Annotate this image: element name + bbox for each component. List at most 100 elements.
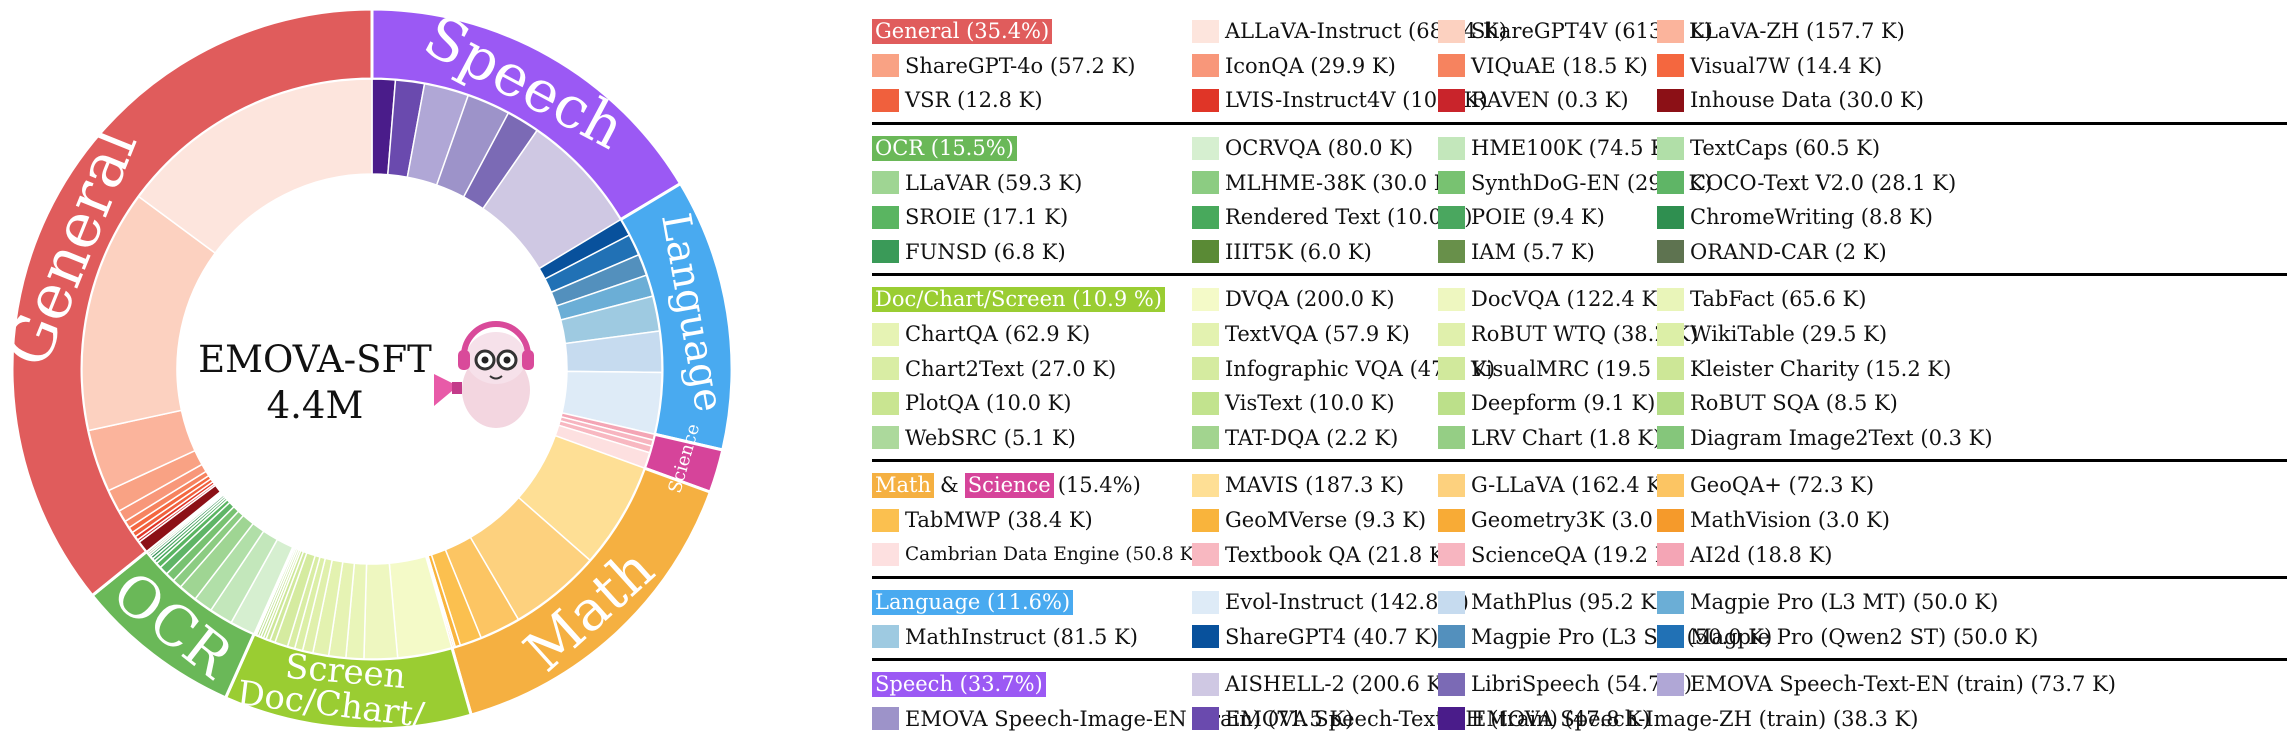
legend-entry: Textbook QA (21.8 K): [1192, 543, 1453, 567]
legend-label: GeoQA+ (72.3 K): [1690, 473, 1875, 498]
legend-label: ORAND-CAR (2 K): [1690, 239, 1887, 264]
legend-swatch: [1192, 590, 1219, 614]
legend-swatch: [1438, 205, 1465, 229]
legend-entry: Magpie Pro (L3 MT) (50.0 K): [1657, 590, 2217, 614]
legend-label: Visual7W (14.4 K): [1690, 53, 1883, 78]
legend-entry: TabMWP (38.4 K): [872, 508, 1192, 532]
legend-label: WikiTable (29.5 K): [1690, 322, 1888, 347]
legend-label: TextVQA (57.9 K): [1225, 322, 1410, 347]
legend-label: EMOVA Speech-Text-ZH (train) (47.8 K): [1225, 706, 1651, 731]
legend-section-header: Doc/Chart/Screen (10.9 %): [872, 286, 1192, 312]
legend-entry: LRV Chart (1.8 K): [1438, 426, 1661, 450]
sunburst-chart: SpeechLanguageScienceMathDoc/Chart/Scree…: [0, 1, 734, 736]
legend-row: ShareGPT-4o (57.2 K) IconQA (29.9 K) VIQuA…: [872, 49, 2287, 84]
legend-entry: Infographic VQA (47.6 K): [1192, 357, 1495, 381]
legend-entry: Magpie Pro (Qwen2 ST) (50.0 K): [1657, 625, 2217, 649]
legend-label: OCRVQA (80.0 K): [1225, 136, 1414, 161]
legend-swatch: [1438, 672, 1465, 696]
legend-entry: DocVQA (122.4 K): [1438, 287, 1665, 311]
legend-swatch: [1192, 171, 1219, 195]
legend-entry: LVIS-Instruct4V (10.0 K): [1192, 88, 1488, 112]
legend-label: RoBUT SQA (8.5 K): [1690, 391, 1898, 416]
legend-swatch: [1657, 590, 1684, 614]
legend-swatch: [872, 54, 899, 78]
legend-label: ChartQA (62.9 K): [905, 322, 1091, 347]
llama-mascot-icon: [434, 321, 534, 428]
legend-entry: POIE (9.4 K): [1438, 205, 1657, 229]
legend-label: VisualMRC (19.5 K): [1471, 356, 1682, 381]
legend-entry: DVQA (200.0 K): [1192, 287, 1438, 311]
legend-label: TabFact (65.6 K): [1690, 287, 1867, 312]
legend-entry: GeoMVerse (9.3 K): [1192, 508, 1438, 532]
legend-entry: AI2d (18.8 K): [1657, 543, 2217, 567]
legend-swatch: [1438, 508, 1465, 532]
legend-entry: VSR (12.8 K): [872, 88, 1192, 112]
legend-swatch: [1192, 508, 1219, 532]
legend-entry: TabFact (65.6 K): [1657, 287, 2217, 311]
legend-label: Magpie Pro (L3 ST) (50.0 K): [1471, 624, 1773, 649]
legend-label: GeoMVerse (9.3 K): [1225, 508, 1427, 533]
legend-label: COCO-Text V2.0 (28.1 K): [1690, 170, 1957, 195]
legend-swatch: [1438, 357, 1465, 381]
legend-label: MAVIS (187.3 K): [1225, 473, 1405, 498]
math-science-percent: (15.4%): [1057, 473, 1141, 498]
legend-row: WebSRC (5.1 K) TAT-DQA (2.2 K) LRV Chart (…: [872, 421, 2287, 456]
legend-separator: [872, 273, 2287, 277]
legend-swatch: [1438, 473, 1465, 497]
legend-swatch: [1657, 426, 1684, 450]
legend-label: Diagram Image2Text (0.3 K): [1690, 425, 1993, 450]
legend-swatch: [1192, 707, 1219, 731]
legend-swatch: [1657, 287, 1684, 311]
legend-swatch: [872, 707, 899, 731]
legend-swatch: [872, 322, 899, 346]
legend-entry: Inhouse Data (30.0 K): [1657, 88, 2217, 112]
legend-row: PlotQA (10.0 K) VisText (10.0 K) Deepform …: [872, 386, 2287, 421]
legend-label: VisText (10.0 K): [1225, 391, 1395, 416]
legend-label: HME100K (74.5 K): [1471, 136, 1675, 161]
legend-swatch: [1192, 672, 1219, 696]
legend-label: ShareGPT-4o (57.2 K): [905, 53, 1136, 78]
legend-row: TabMWP (38.4 K) GeoMVerse (9.3 K) Geometry…: [872, 503, 2287, 538]
legend-swatch: [1438, 543, 1465, 567]
legend-entry: VIQuAE (18.5 K): [1438, 54, 1657, 78]
center-subtitle: 4.4M: [267, 384, 364, 427]
legend-entry: Geometry3K (3.0 K): [1438, 508, 1683, 532]
legend-label: POIE (9.4 K): [1471, 205, 1605, 230]
legend-swatch: [1438, 625, 1465, 649]
legend-swatch: [1192, 625, 1219, 649]
legend-header-speech: Speech (33.7%): [872, 671, 1046, 697]
legend-label: MathPlus (95.2 K): [1471, 590, 1665, 615]
legend-label: VIQuAE (18.5 K): [1471, 53, 1648, 78]
legend-entry: AISHELL-2 (200.6 K): [1192, 672, 1450, 696]
legend-entry: MathInstruct (81.5 K): [872, 625, 1192, 649]
legend-entry: Chart2Text (27.0 K): [872, 357, 1192, 381]
legend-row: VSR (12.8 K) LVIS-Instruct4V (10.0 K) RAVE…: [872, 83, 2287, 118]
legend-label: MathInstruct (81.5 K): [905, 624, 1138, 649]
legend-swatch: [1192, 473, 1219, 497]
legend-section: Language (11.6%) Evol-Instruct (142.8 K) M…: [872, 585, 2287, 654]
legend: General (35.4%) ALLaVA-Instruct (680.4 K)…: [872, 14, 2287, 736]
inner-wedge-allava-instruct: [137, 78, 373, 255]
legend-header-language: Language (11.6%): [872, 589, 1074, 615]
legend-entry: ScienceQA (19.2 K): [1438, 543, 1679, 567]
legend-header-general: General (35.4%): [872, 18, 1053, 44]
legend-entry: EMOVA Speech-Text-ZH (train) (47.8 K): [1192, 707, 1650, 731]
legend-swatch: [1192, 88, 1219, 112]
legend-entry: Cambrian Data Engine (50.8 K): [872, 543, 1201, 567]
legend-swatch: [1657, 357, 1684, 381]
legend-entry: GeoQA+ (72.3 K): [1657, 473, 2217, 497]
legend-swatch: [1657, 508, 1684, 532]
legend-section-header: General (35.4%): [872, 18, 1192, 44]
legend-label: EMOVA Speech-Text-EN (train) (73.7 K): [1690, 672, 2116, 697]
legend-entry: ShareGPT4 (40.7 K): [1192, 625, 1438, 649]
legend-swatch: [1657, 88, 1684, 112]
legend-label: DVQA (200.0 K): [1225, 287, 1395, 312]
legend-entry: MAVIS (187.3 K): [1192, 473, 1438, 497]
legend-entry: Magpie Pro (L3 ST) (50.0 K): [1438, 625, 1772, 649]
legend-swatch: [1657, 205, 1684, 229]
legend-label: Magpie Pro (Qwen2 ST) (50.0 K): [1690, 624, 2039, 649]
legend-swatch: [1657, 19, 1684, 43]
legend-swatch: [872, 508, 899, 532]
legend-label: LibriSpeech (54.7 K): [1471, 672, 1693, 697]
legend-entry: IAM (5.7 K): [1438, 240, 1657, 264]
